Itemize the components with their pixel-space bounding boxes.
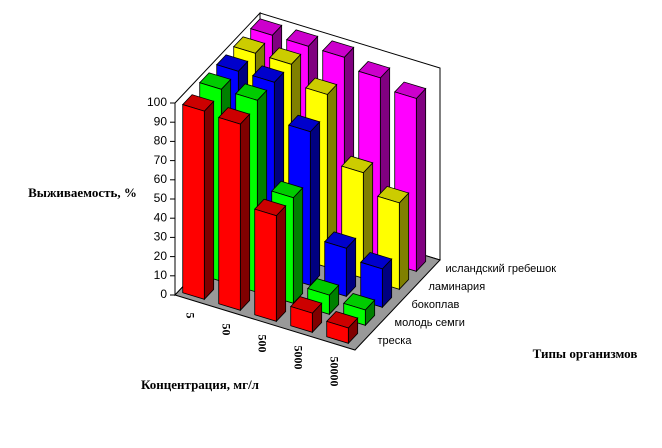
series-label: бокоплав bbox=[412, 299, 460, 311]
bar-side bbox=[415, 87, 427, 273]
bar-front bbox=[218, 116, 241, 311]
bar bbox=[181, 94, 215, 301]
x-tick-label: 5000 bbox=[291, 346, 305, 370]
x-axis-label: Концентрация, мг/л bbox=[141, 377, 259, 392]
series-label: ламинария bbox=[429, 281, 486, 293]
y-tick-label: 100 bbox=[147, 95, 167, 109]
bar bbox=[359, 251, 393, 309]
bar bbox=[306, 278, 340, 316]
y-tick-label: 50 bbox=[154, 191, 168, 205]
bar bbox=[325, 311, 359, 345]
series-label: исландский гребешок bbox=[446, 263, 557, 275]
x-tick-label: 50000 bbox=[327, 357, 341, 387]
y-tick-label: 40 bbox=[154, 210, 168, 224]
x-tick-label: 50 bbox=[219, 324, 233, 336]
bar-front bbox=[290, 305, 313, 333]
series-label: треска bbox=[378, 335, 413, 347]
x-tick-label: 5 bbox=[183, 313, 197, 319]
y-tick-label: 10 bbox=[154, 268, 168, 282]
y-tick-label: 70 bbox=[154, 153, 168, 167]
z-axis-label: Типы организмов bbox=[532, 346, 638, 361]
bar-side bbox=[309, 120, 321, 287]
y-tick-label: 90 bbox=[154, 114, 168, 128]
bar bbox=[289, 296, 323, 334]
y-tick-label: 80 bbox=[154, 134, 168, 148]
y-axis-label: Выживаемость, % bbox=[28, 185, 137, 200]
bar-side bbox=[275, 204, 287, 323]
y-tick-label: 20 bbox=[154, 249, 168, 263]
bar bbox=[253, 198, 287, 323]
bar-front bbox=[254, 208, 277, 322]
bar-side bbox=[239, 113, 251, 312]
y-tick-label: 0 bbox=[160, 287, 167, 301]
bar-side bbox=[203, 100, 215, 301]
bar-side bbox=[292, 186, 304, 305]
bar-front bbox=[326, 320, 349, 344]
bar-side bbox=[398, 192, 410, 291]
x-tick-label: 500 bbox=[255, 335, 269, 353]
bar bbox=[217, 107, 251, 312]
y-tick-label: 30 bbox=[154, 230, 168, 244]
bar-front bbox=[360, 261, 383, 308]
series-label: молодь семги bbox=[395, 317, 465, 329]
bar-front bbox=[182, 104, 205, 300]
y-tick-label: 60 bbox=[154, 172, 168, 186]
